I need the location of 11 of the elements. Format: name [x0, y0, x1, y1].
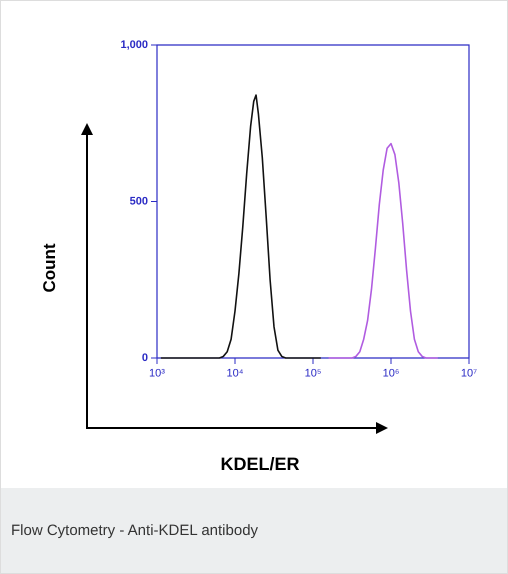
- y-tick-label: 500: [130, 196, 148, 208]
- x-tick-label: 10⁷: [460, 368, 478, 380]
- y-tick-label: 1,000: [120, 39, 148, 52]
- x-axis-title: KDEL/ER: [219, 454, 300, 475]
- x-tick-label: 10⁶: [382, 368, 400, 380]
- x-tick-label: 10³: [149, 368, 166, 380]
- text: Flow Cytometry - Anti-KDEL antibody: [11, 522, 258, 539]
- y-axis-title: Count: [40, 242, 60, 295]
- x-tick-label: 10⁵: [304, 368, 322, 380]
- y-tick-label: 0: [142, 352, 148, 364]
- x-tick-label: 10⁴: [226, 368, 244, 380]
